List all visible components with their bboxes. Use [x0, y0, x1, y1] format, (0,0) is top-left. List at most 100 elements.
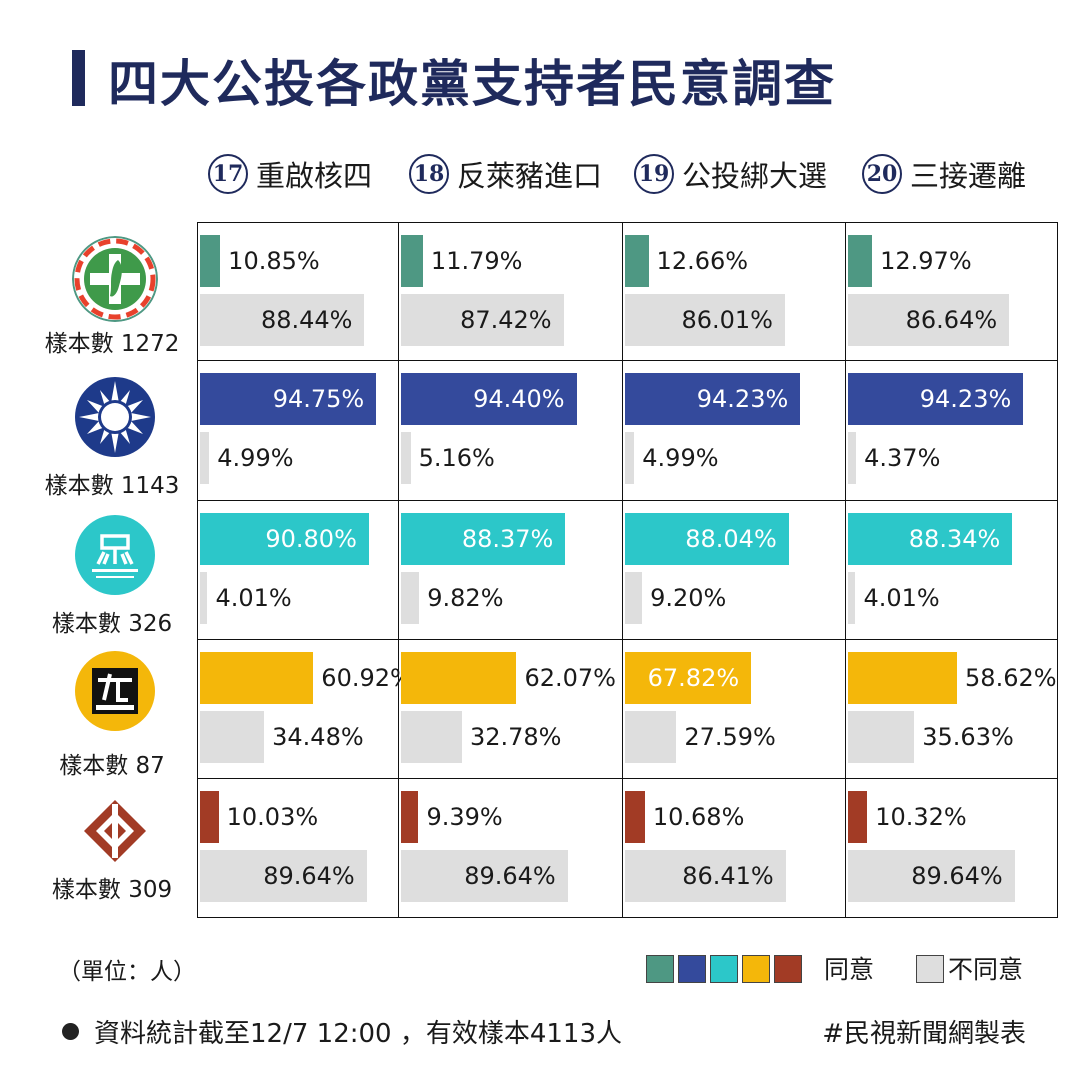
agree-label: 88.37%	[461, 525, 554, 553]
agree-label: 94.75%	[272, 385, 365, 413]
agree-label: 88.34%	[908, 525, 1001, 553]
disagree-bar	[200, 432, 210, 484]
sample-size-tsp: 樣本數 309	[51, 877, 173, 903]
agree-bar	[401, 235, 423, 287]
disagree-label: 34.48%	[272, 723, 364, 751]
disagree-bar	[848, 432, 857, 484]
agree-label: 12.97%	[880, 247, 972, 275]
disagree-label: 9.82%	[427, 584, 504, 612]
disagree-bar	[200, 711, 265, 763]
legend-disagree-label: 不同意	[948, 955, 1024, 984]
agree-bar	[848, 791, 868, 843]
agree-bar	[200, 373, 377, 425]
disagree-label: 86.41%	[682, 862, 774, 890]
agree-label: 88.04%	[685, 525, 777, 553]
disagree-label: 4.99%	[217, 444, 294, 472]
disagree-bar	[625, 711, 677, 763]
page-title: 四大公投各政黨支持者民意調查	[108, 54, 836, 113]
agree-bar	[401, 373, 577, 425]
disagree-label: 86.64%	[905, 306, 998, 334]
disagree-label: 5.16%	[418, 444, 495, 472]
disagree-bar	[401, 711, 462, 763]
agree-label: 10.03%	[226, 803, 319, 831]
sample-size-dpp: 樣本數 1272	[44, 331, 180, 357]
agree-label: 90.80%	[265, 525, 357, 553]
legend-agree-label: 同意	[824, 955, 875, 984]
disagree-label: 89.64%	[464, 862, 556, 890]
disagree-label: 35.63%	[922, 723, 1014, 751]
question-number: 18	[409, 154, 449, 194]
disagree-label: 27.59%	[684, 723, 776, 751]
sample-size-kmt: 樣本數 1143	[44, 473, 180, 499]
disagree-label: 89.64%	[263, 862, 355, 890]
disagree-label: 4.01%	[863, 584, 940, 612]
tsp-logo-icon	[74, 790, 156, 872]
disagree-bar	[200, 572, 208, 624]
sample-size-tpp: 樣本數 326	[51, 611, 173, 637]
disagree-label: 86.01%	[681, 306, 773, 334]
agree-bar	[625, 791, 645, 843]
legend-swatch-tsp	[774, 955, 802, 983]
disagree-bar	[200, 294, 365, 346]
agree-bar	[625, 652, 752, 704]
question-label: 三接遷離	[910, 159, 1027, 193]
question-label: 重啟核四	[256, 159, 373, 193]
agree-bar	[625, 513, 789, 565]
agree-bar	[848, 652, 958, 704]
agree-bar	[848, 513, 1013, 565]
sample-size-npp: 樣本數 87	[59, 753, 165, 779]
disagree-bar	[625, 850, 786, 902]
footer-source: #民視新聞網製表	[822, 1019, 1026, 1049]
legend-swatch-tpp	[710, 955, 738, 983]
disagree-bar	[401, 572, 420, 624]
disagree-bar	[401, 850, 568, 902]
agree-label: 10.32%	[875, 803, 967, 831]
agree-label: 94.40%	[473, 385, 565, 413]
question-number: 20	[862, 154, 902, 194]
agree-label: 94.23%	[919, 385, 1012, 413]
disagree-label: 9.20%	[650, 584, 727, 612]
disagree-bar	[625, 294, 785, 346]
agree-bar	[848, 373, 1024, 425]
disagree-label: 32.78%	[469, 723, 562, 751]
question-number: 17	[208, 154, 248, 194]
agree-bar	[401, 513, 566, 565]
unit-note: （單位：人）	[58, 959, 196, 985]
title-accent-bar	[72, 50, 85, 106]
disagree-label: 4.37%	[864, 444, 941, 472]
agree-bar	[200, 513, 369, 565]
disagree-label: 89.64%	[911, 862, 1003, 890]
agree-bar	[401, 652, 517, 704]
agree-label: 60.92%	[321, 664, 413, 692]
agree-bar	[848, 235, 873, 287]
agree-label: 10.85%	[228, 247, 320, 275]
grid-cell	[845, 778, 1058, 918]
agree-label: 62.07%	[524, 664, 616, 692]
agree-bar	[200, 235, 221, 287]
agree-bar	[625, 373, 801, 425]
disagree-label: 4.99%	[642, 444, 719, 472]
disagree-bar	[848, 711, 915, 763]
legend-swatch-kmt	[678, 955, 706, 983]
question-header-17: 17 重啟核四	[208, 150, 372, 198]
agree-label: 9.39%	[426, 803, 503, 831]
agree-label: 12.66%	[656, 247, 749, 275]
disagree-bar	[200, 850, 367, 902]
disagree-label: 87.42%	[460, 306, 552, 334]
disagree-bar	[848, 294, 1010, 346]
disagree-label: 4.01%	[215, 584, 292, 612]
tpp-logo-icon	[74, 514, 156, 596]
disagree-label: 88.44%	[260, 306, 353, 334]
npp-logo-icon	[74, 650, 156, 732]
disagree-bar	[401, 432, 411, 484]
disagree-bar	[848, 850, 1015, 902]
agree-label: 11.79%	[430, 247, 523, 275]
agree-label: 67.82%	[647, 664, 740, 692]
dpp-logo-icon	[72, 236, 158, 322]
question-label: 反萊豬進口	[457, 159, 603, 193]
disagree-bar	[625, 572, 643, 624]
agree-label: 10.68%	[652, 803, 745, 831]
bullet-icon	[62, 1023, 79, 1040]
disagree-bar	[625, 432, 635, 484]
question-number: 19	[634, 154, 674, 194]
